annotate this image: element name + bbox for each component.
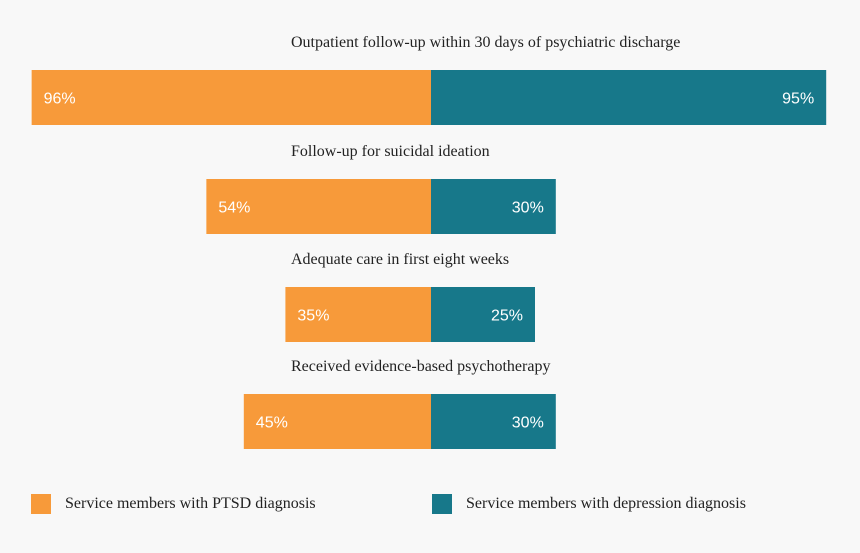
category-title: Received evidence-based psychotherapy <box>291 358 550 375</box>
bar-ptsd <box>285 287 431 342</box>
bar-label-ptsd: 96% <box>44 91 76 108</box>
bar-ptsd <box>243 394 431 449</box>
bar-label-ptsd: 35% <box>297 308 329 325</box>
bar-depression <box>431 394 556 449</box>
bar-depression <box>431 287 535 342</box>
bar-label-ptsd: 45% <box>256 415 288 432</box>
bar-depression <box>431 179 556 234</box>
bar-ptsd <box>31 70 431 125</box>
bar-label-depression: 30% <box>512 200 544 217</box>
category-title: Adequate care in first eight weeks <box>291 251 509 268</box>
legend-item-ptsd: Service members with PTSD diagnosis <box>31 494 316 514</box>
category-title: Outpatient follow-up within 30 days of p… <box>291 34 680 51</box>
bar-label-ptsd: 54% <box>218 200 250 217</box>
legend-swatch-ptsd <box>31 494 51 514</box>
legend-label-depression: Service members with depression diagnosi… <box>466 495 746 512</box>
bar-depression <box>431 70 827 125</box>
legend-item-depression: Service members with depression diagnosi… <box>432 494 746 514</box>
bar-label-depression: 30% <box>512 415 544 432</box>
bar-ptsd <box>206 179 431 234</box>
bar-label-depression: 95% <box>782 91 814 108</box>
legend-label-ptsd: Service members with PTSD diagnosis <box>65 495 316 512</box>
bar-label-depression: 25% <box>491 308 523 325</box>
category-title: Follow-up for suicidal ideation <box>291 143 490 160</box>
legend-swatch-depression <box>432 494 452 514</box>
